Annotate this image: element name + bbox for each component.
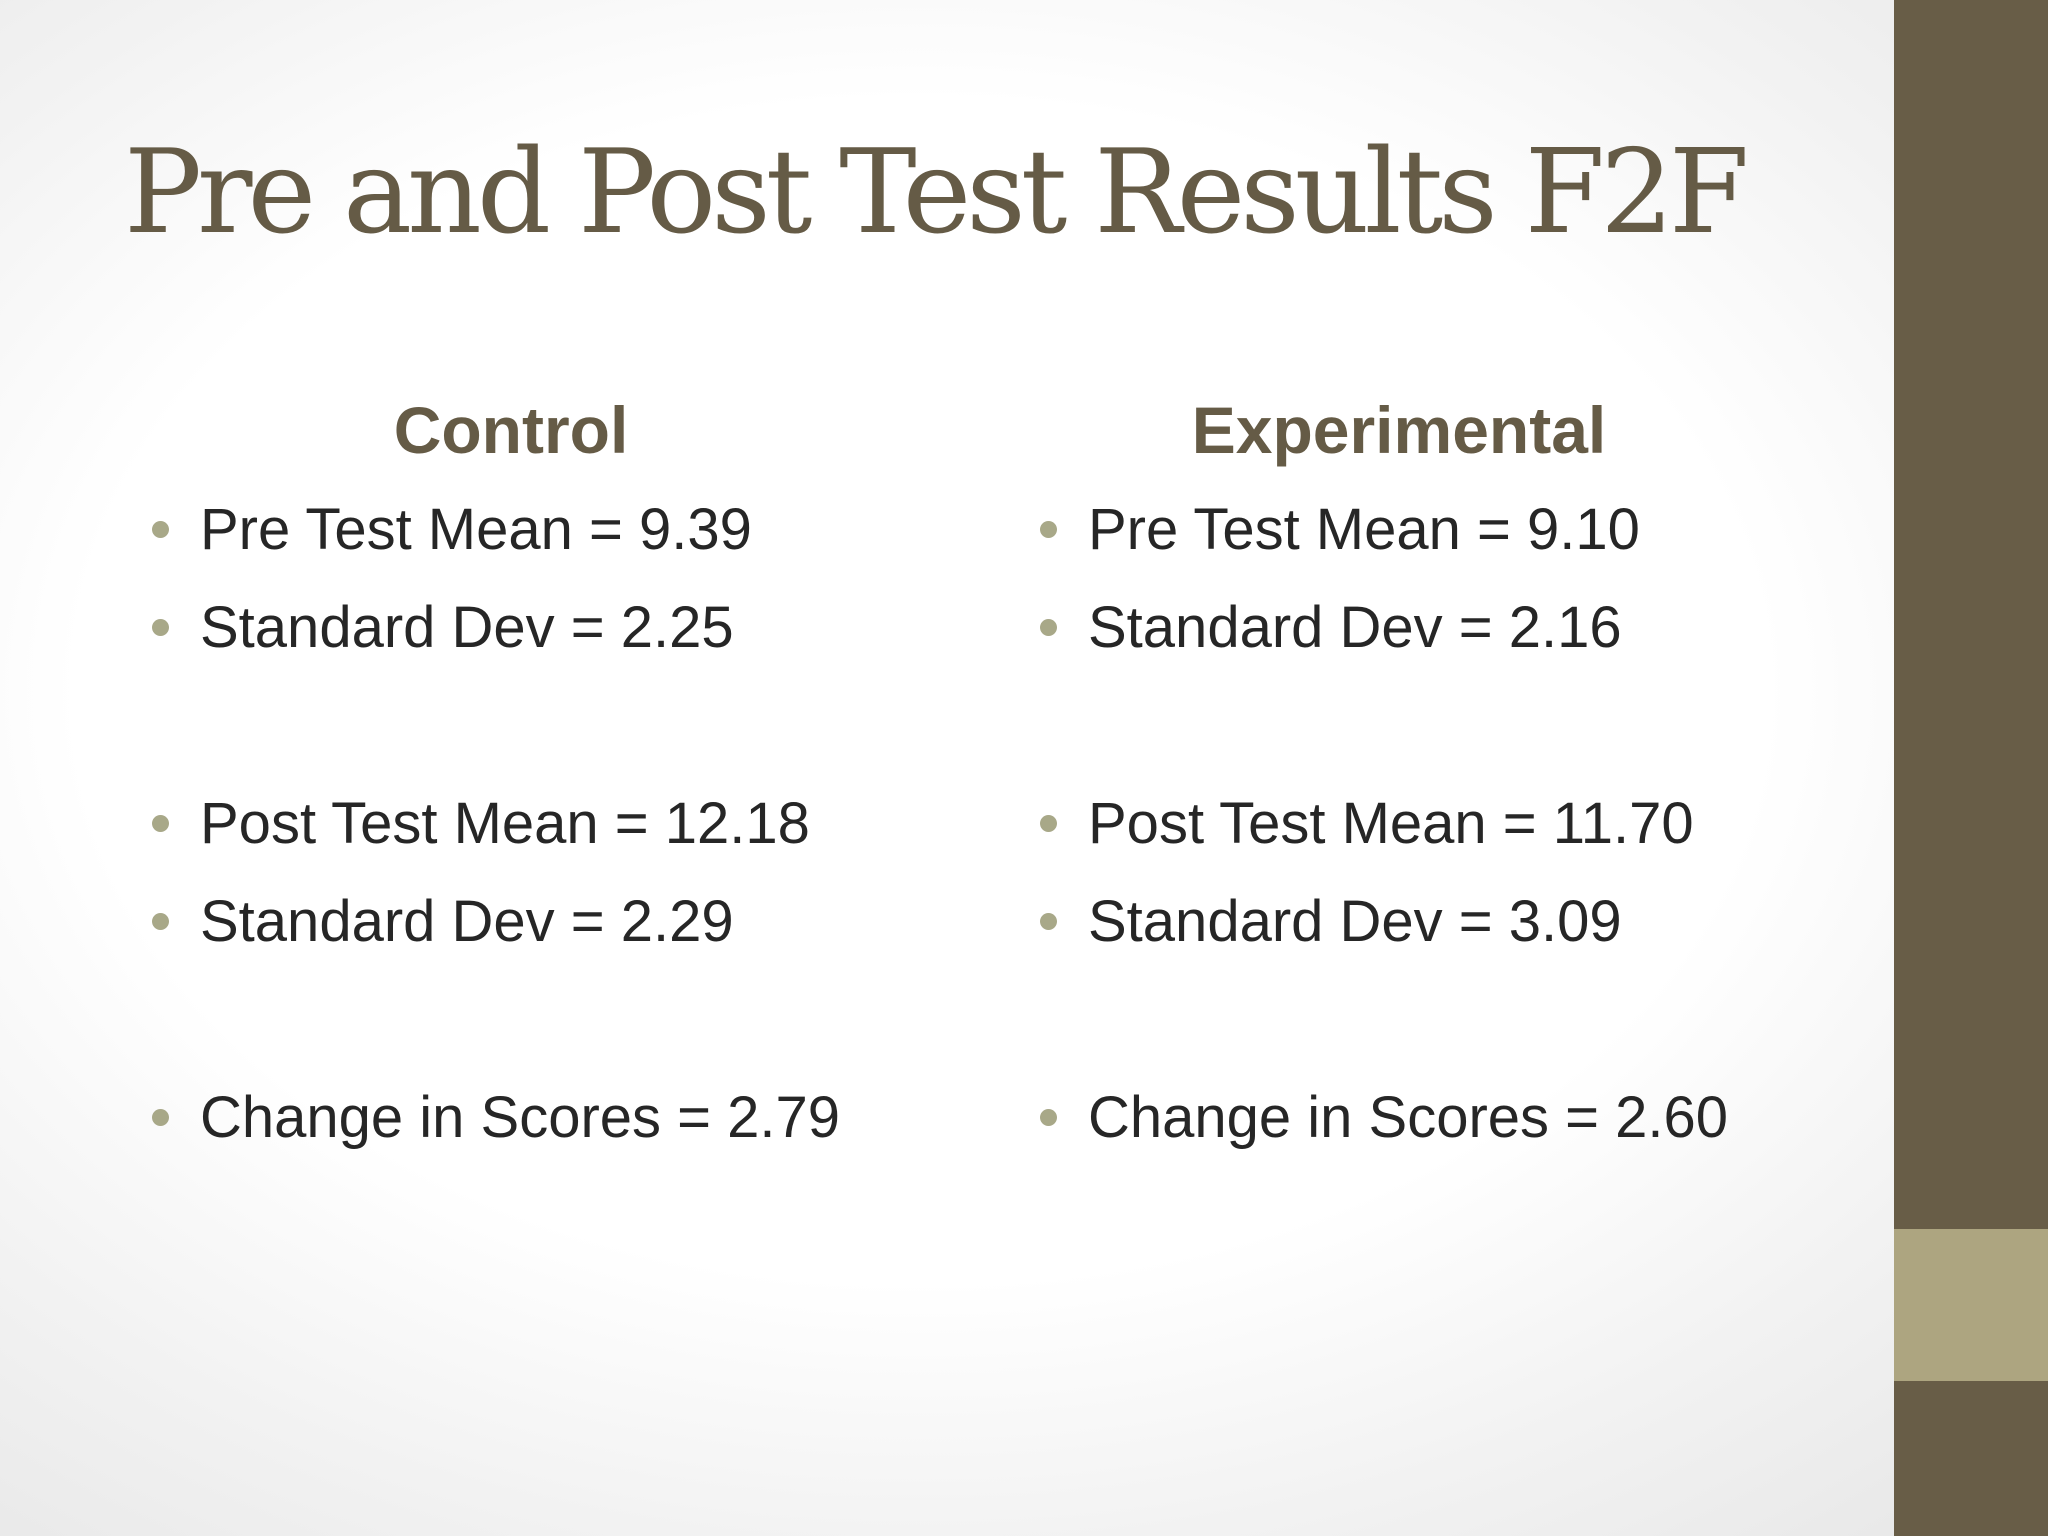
list-item-text: Standard Dev = 2.25: [200, 595, 734, 660]
bullet-dot-icon: [1040, 913, 1057, 930]
list-item-text: Standard Dev = 2.29: [200, 889, 734, 954]
list-item-text: Standard Dev = 2.16: [1088, 595, 1622, 660]
list-item-text: Change in Scores = 2.60: [1088, 1085, 1729, 1150]
list-item-text: Post Test Mean = 11.70: [1088, 791, 1694, 856]
bullet-dot-icon: [152, 619, 169, 636]
bullet-dot-icon: [152, 1109, 169, 1126]
list-item-text: Standard Dev = 3.09: [1088, 889, 1622, 954]
bullet-dot-icon: [1040, 815, 1057, 832]
experimental-heading: Experimental: [1191, 393, 1607, 467]
control-heading: Control: [393, 393, 629, 467]
bullet-dot-icon: [152, 913, 169, 930]
decorative-side-bar-accent: [1894, 1229, 2048, 1381]
list-item-text: Pre Test Mean = 9.10: [1088, 497, 1640, 562]
list-item-text: Post Test Mean = 12.18: [200, 791, 810, 856]
bullet-dot-icon: [1040, 1109, 1057, 1126]
bullet-dot-icon: [152, 815, 169, 832]
slide-title: Pre and Post Test Results F2F: [124, 125, 1749, 260]
bullet-dot-icon: [1040, 619, 1057, 636]
bullet-dot-icon: [1040, 521, 1057, 538]
list-item-text: Change in Scores = 2.79: [200, 1085, 841, 1150]
list-item-text: Pre Test Mean = 9.39: [200, 497, 752, 562]
bullet-dot-icon: [152, 521, 169, 538]
